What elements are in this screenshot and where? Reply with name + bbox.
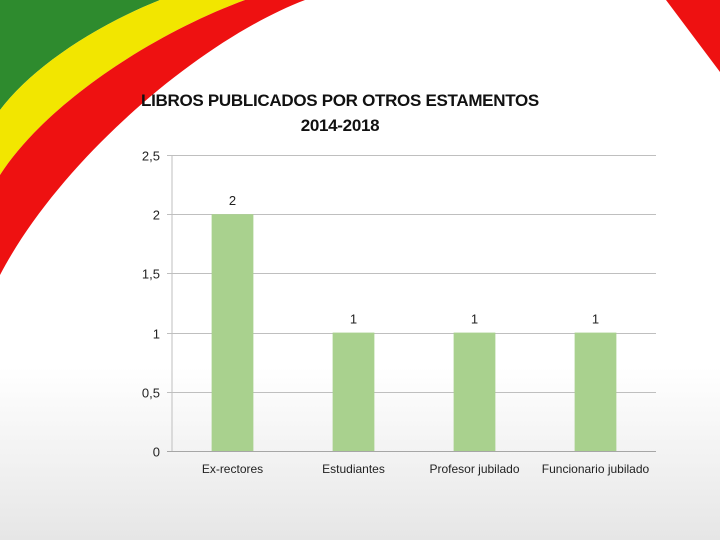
data-label: 1 bbox=[471, 312, 478, 327]
bars bbox=[211, 214, 617, 451]
chart-title-years: 2014-2018 bbox=[300, 116, 380, 135]
green-ribbon-stripe bbox=[0, 0, 160, 110]
y-tick-label: 2 bbox=[153, 208, 160, 223]
data-label: 2 bbox=[229, 193, 236, 208]
red-corner-triangle bbox=[666, 0, 720, 72]
labels: 0 0,5 1 1,5 2 2,5 2 Ex-rectores 1 Estudiantes 1 Pro… bbox=[142, 149, 650, 477]
yellow-ribbon-stripe bbox=[0, 0, 245, 175]
bar bbox=[211, 214, 254, 451]
chart-title-main: LIBROS PUBLICADOS POR OTROS ESTAMENTOS bbox=[141, 91, 539, 110]
y-tick-label: 0 bbox=[153, 445, 160, 460]
x-category-label: Ex-rectores bbox=[202, 462, 263, 476]
x-category-label: Funcionario jubilado bbox=[542, 462, 650, 476]
bar bbox=[574, 332, 617, 451]
data-label: 1 bbox=[350, 312, 357, 327]
bar bbox=[332, 332, 375, 451]
data-label: 1 bbox=[592, 312, 599, 327]
x-category-label: Estudiantes bbox=[322, 462, 385, 476]
y-tick-label: 1,5 bbox=[142, 267, 160, 282]
y-tick-label: 2,5 bbox=[142, 149, 160, 164]
y-tick-label: 1 bbox=[153, 327, 160, 342]
red-ribbon-stripe bbox=[0, 0, 305, 275]
y-tick-label: 0,5 bbox=[142, 386, 160, 401]
chart-title: LIBROS PUBLICADOS POR OTROS ESTAMENTOS 2… bbox=[140, 88, 540, 138]
x-category-label: Profesor jubilado bbox=[429, 462, 519, 476]
bar bbox=[453, 332, 496, 451]
